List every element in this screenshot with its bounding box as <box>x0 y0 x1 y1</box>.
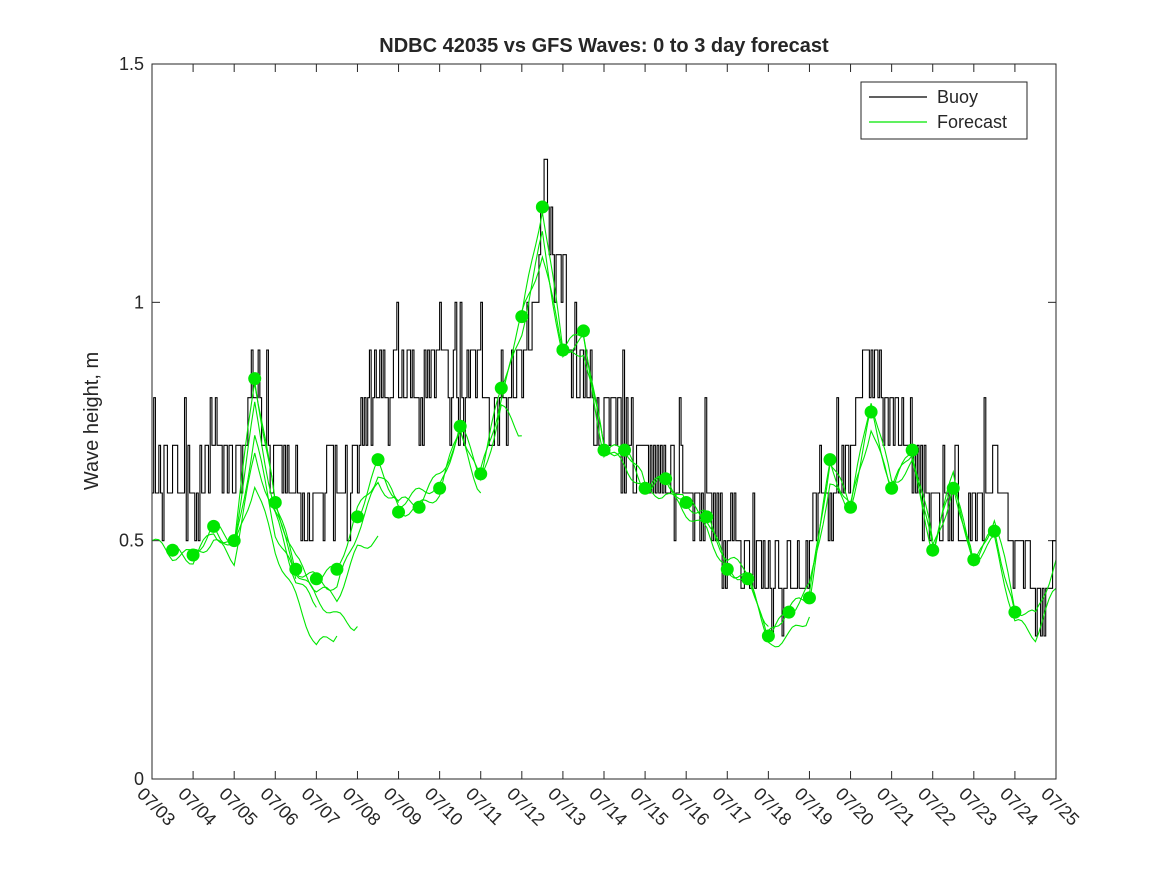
forecast-point <box>946 481 960 495</box>
x-tick-label: 07/11 <box>462 784 507 829</box>
forecast-point <box>535 200 549 214</box>
x-tick-label: 07/24 <box>996 784 1042 830</box>
x-tick-label: 07/20 <box>832 784 878 830</box>
y-tick-label: 1 <box>134 292 144 312</box>
x-tick-label: 07/08 <box>339 784 385 830</box>
forecast-point <box>248 372 262 386</box>
forecast-run-line <box>603 451 728 570</box>
x-tick-label: 07/22 <box>914 784 960 830</box>
forecast-point <box>392 505 406 519</box>
x-tick-label: 07/06 <box>256 784 302 830</box>
y-tick-label: 0.5 <box>119 531 144 551</box>
x-tick-label: 07/23 <box>955 784 1001 830</box>
forecast-point <box>576 324 590 338</box>
forecast-point <box>186 548 200 562</box>
forecast-point <box>350 510 364 524</box>
forecast-run-line <box>480 231 605 469</box>
x-tick-label: 07/13 <box>544 784 590 830</box>
forecast-point <box>433 481 447 495</box>
forecast-point <box>741 572 755 586</box>
legend-label: Buoy <box>937 87 978 107</box>
forecast-point <box>638 481 652 495</box>
forecast-point <box>802 591 816 605</box>
forecast-point <box>207 519 221 533</box>
y-axis-label: Wave height, m <box>81 352 103 490</box>
forecast-point <box>823 453 837 467</box>
forecast-point <box>987 524 1001 538</box>
x-tick-label: 07/12 <box>503 784 549 830</box>
buoy-series-line <box>152 158 1057 637</box>
forecast-point <box>885 481 899 495</box>
y-tick-label: 0 <box>134 769 144 789</box>
forecast-point <box>474 467 488 481</box>
x-tick-label: 07/14 <box>585 784 631 830</box>
forecast-point <box>453 419 467 433</box>
forecast-point <box>864 405 878 419</box>
x-tick-label: 07/17 <box>708 784 754 830</box>
x-tick-label: 07/07 <box>298 784 344 830</box>
forecast-point <box>268 496 282 510</box>
forecast-point <box>700 510 714 524</box>
legend-box <box>860 81 1028 140</box>
forecast-point <box>782 605 796 619</box>
forecast-point <box>597 443 611 457</box>
legend: Buoy Forecast <box>860 81 1028 140</box>
forecast-point <box>905 443 919 457</box>
x-tick-label: 07/03 <box>133 784 179 830</box>
forecast-point <box>720 562 734 576</box>
forecast-run-line <box>973 534 1057 643</box>
x-tick-label: 07/04 <box>174 784 220 830</box>
forecast-point <box>1008 605 1022 619</box>
forecast-point <box>330 562 344 576</box>
y-tick-label: 1.5 <box>119 54 144 74</box>
forecast-point <box>412 500 426 514</box>
forecast-point <box>556 343 570 357</box>
x-tick-label: 07/16 <box>667 784 713 830</box>
forecast-point <box>659 472 673 486</box>
forecast-point <box>494 381 508 395</box>
x-tick-label: 07/05 <box>215 784 261 830</box>
forecast-point <box>967 553 981 567</box>
forecast-point <box>166 543 180 557</box>
forecast-point <box>289 562 303 576</box>
x-tick-label: 07/15 <box>626 784 672 830</box>
x-tick-label: 07/10 <box>421 784 467 830</box>
axes-border <box>151 63 1057 780</box>
forecast-point <box>618 443 632 457</box>
x-tick-label: 07/18 <box>750 784 796 830</box>
forecast-point <box>844 500 858 514</box>
x-tick-label: 07/25 <box>1037 784 1083 830</box>
forecast-point <box>309 572 323 586</box>
legend-label: Forecast <box>937 112 1007 132</box>
x-tick-label: 07/09 <box>380 784 426 830</box>
forecast-run-line <box>932 469 1057 617</box>
forecast-point <box>926 543 940 557</box>
forecast-point <box>371 453 385 467</box>
plot-area: 00.511.507/0307/0407/0507/0607/0707/0807… <box>119 54 1083 830</box>
forecast-point <box>515 310 529 324</box>
forecast-point <box>679 496 693 510</box>
forecast-point <box>227 534 241 548</box>
x-tick-label: 07/21 <box>873 784 919 830</box>
chart-title: NDBC 42035 vs GFS Waves: 0 to 3 day fore… <box>379 35 829 57</box>
forecast-run-line <box>193 452 317 608</box>
x-tick-label: 07/19 <box>791 784 837 830</box>
forecast-point <box>761 629 775 643</box>
